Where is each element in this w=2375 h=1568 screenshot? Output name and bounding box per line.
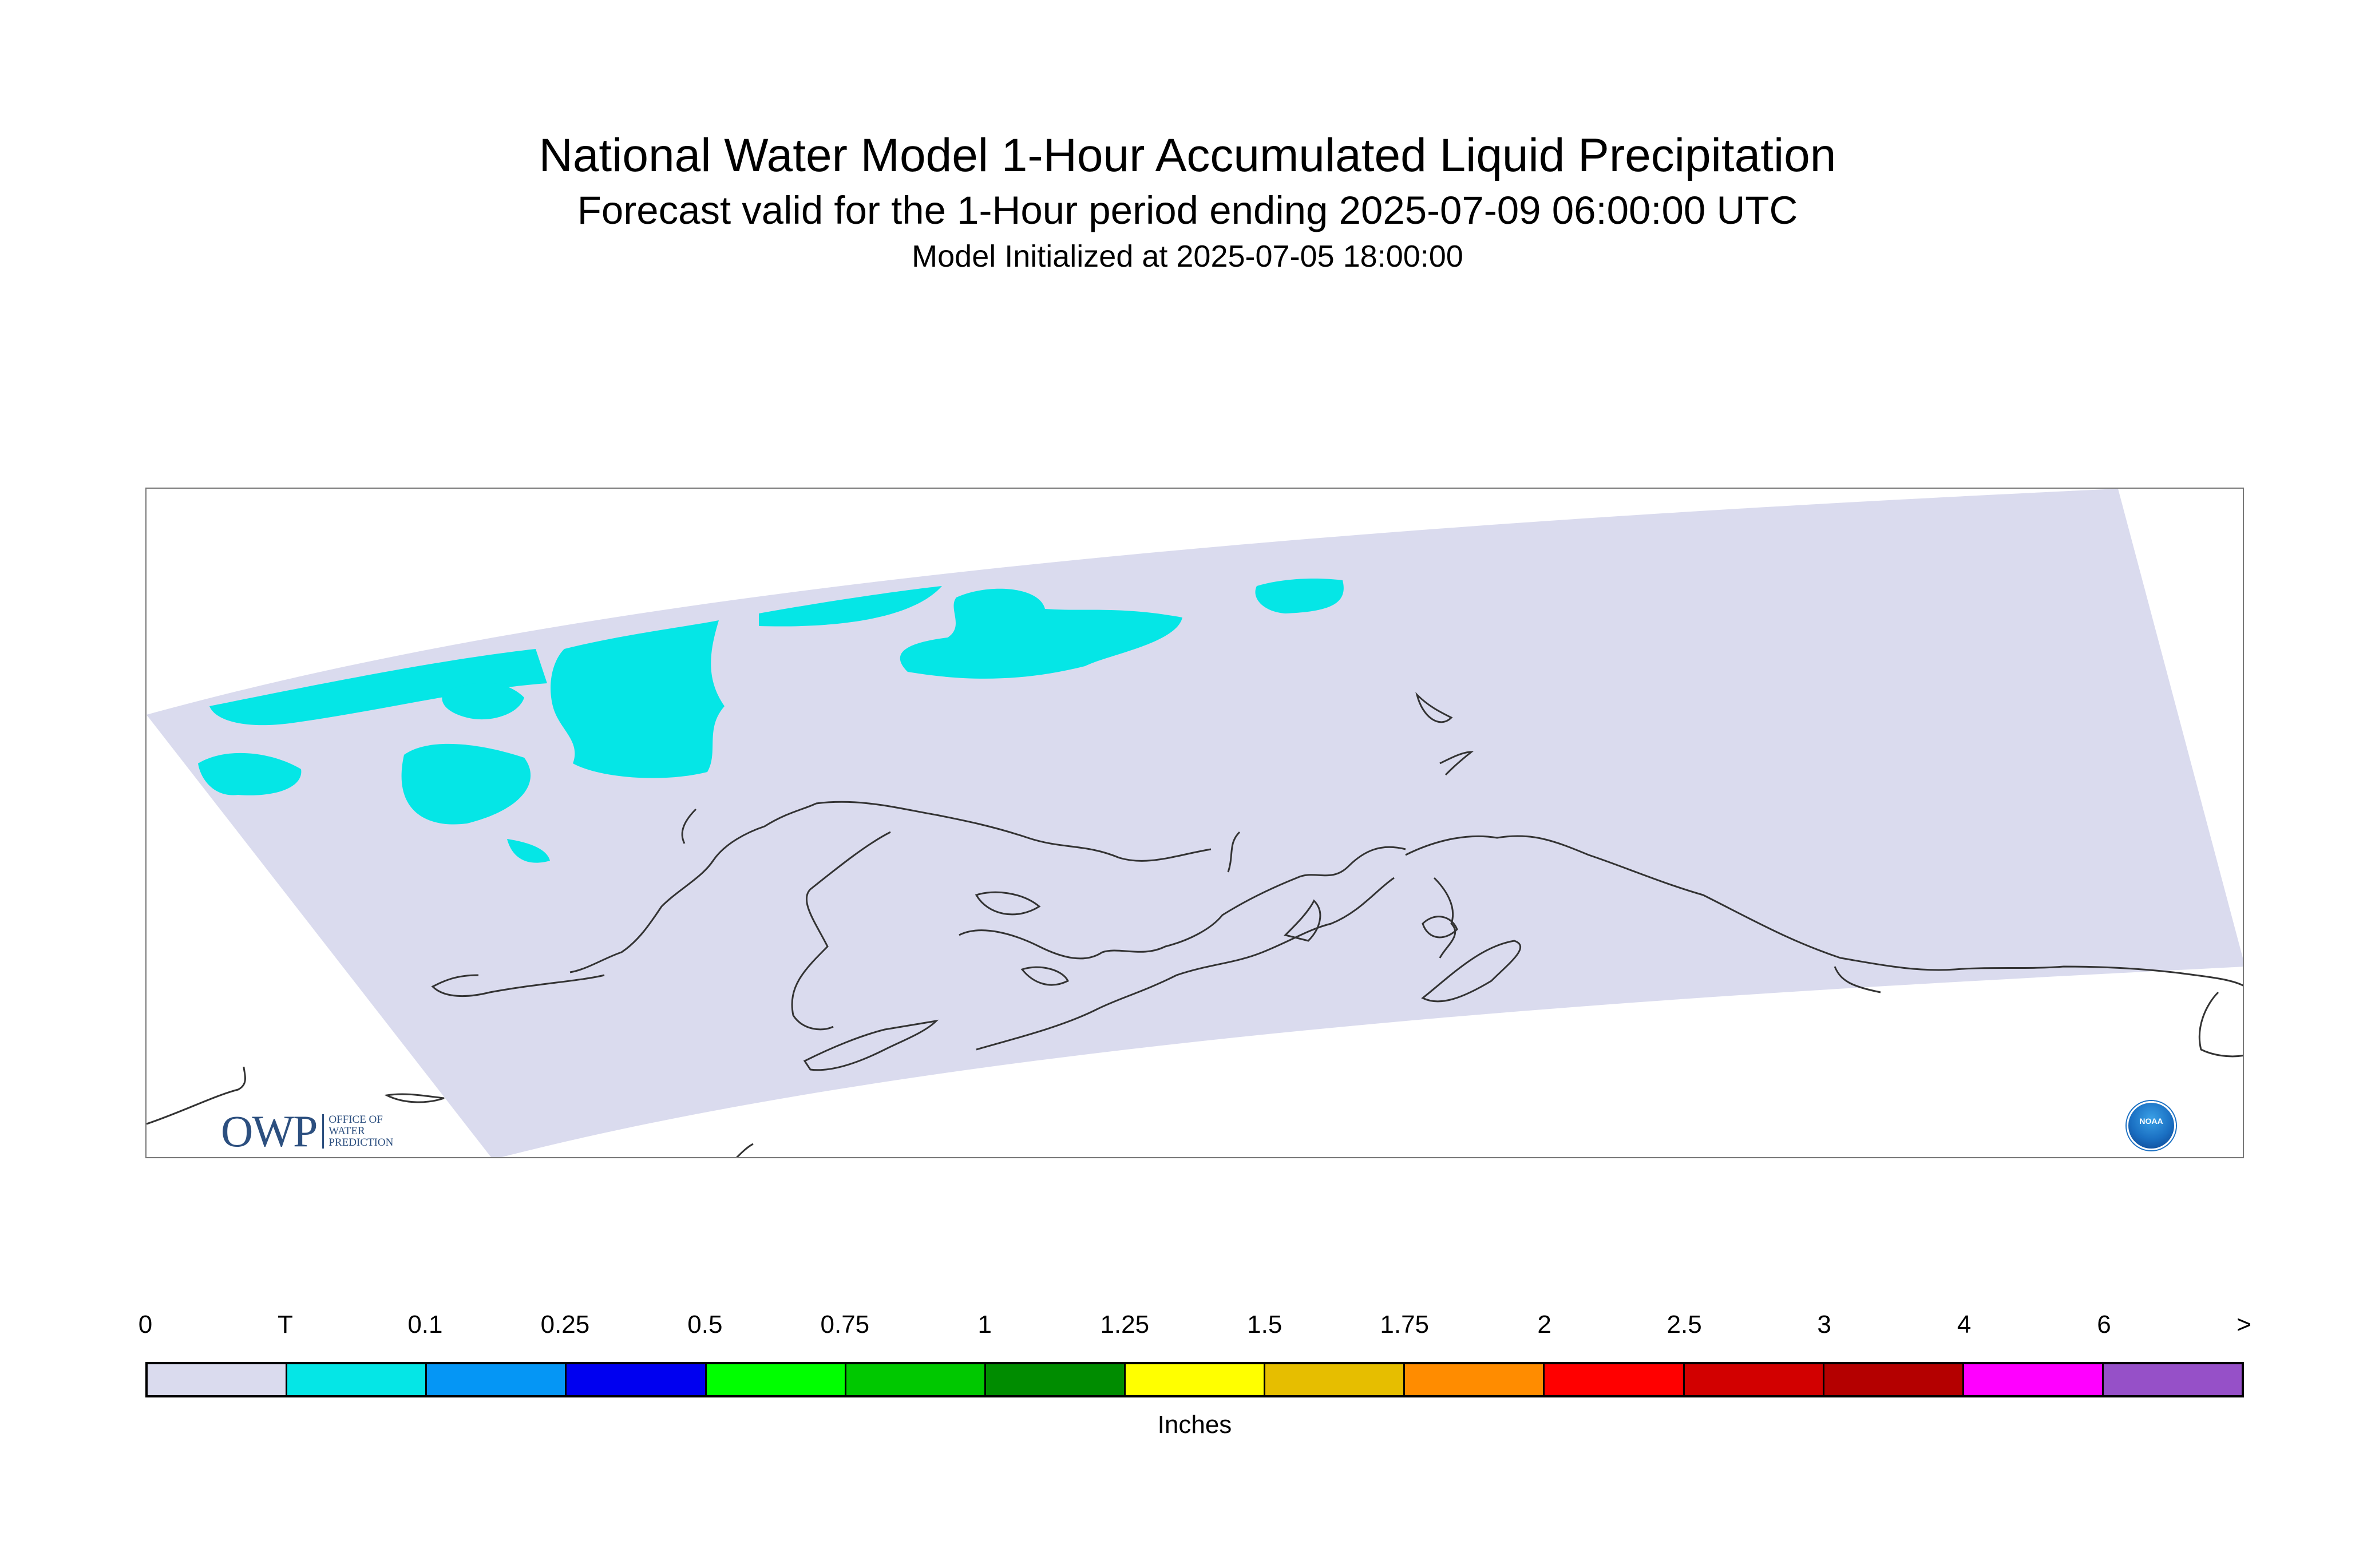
legend-tick-label: 0.5	[687, 1310, 723, 1339]
legend-swatch	[1684, 1364, 1824, 1395]
legend-tick-label: 1.75	[1380, 1310, 1430, 1339]
legend-swatch	[985, 1364, 1126, 1395]
legend-tick-label: 1.5	[1247, 1310, 1282, 1339]
map-svg	[147, 489, 2243, 1157]
legend-swatch	[846, 1364, 986, 1395]
precip-area	[551, 620, 725, 778]
legend-units: Inches	[1157, 1411, 1232, 1439]
legend-swatch	[1964, 1364, 2104, 1395]
legend-tick-label: 1.25	[1100, 1310, 1150, 1339]
owp-logo-mark: OWP	[221, 1106, 318, 1156]
legend-tick-label: 0	[138, 1310, 153, 1339]
precip-area	[1255, 579, 1344, 613]
legend-tick-label: 4	[1957, 1310, 1972, 1339]
legend-tick-label: >	[2237, 1310, 2251, 1339]
precip-area	[759, 586, 942, 627]
noaa-logo-label: NOAA	[2139, 1116, 2163, 1126]
legend-swatch	[1405, 1364, 1545, 1395]
precip-area	[900, 588, 1182, 679]
legend-swatch	[567, 1364, 707, 1395]
legend-swatch	[1265, 1364, 1406, 1395]
color-legend: 0 T 0.1 0.25 0.5 0.75 1 1.25 1.5 1.75 2 2.5 3 4 6 > Inc…	[138, 1310, 2251, 1439]
owp-logo-line1: OFFICE OF	[328, 1114, 383, 1126]
owp-logo-line2: WATER	[328, 1125, 365, 1137]
legend-tick-label: 3	[1817, 1310, 1831, 1339]
map-subtitle: Forecast valid for the 1-Hour period end…	[577, 188, 1798, 232]
legend-colorbar	[145, 1362, 2244, 1397]
legend-swatch	[706, 1364, 846, 1395]
legend-tick-label: 6	[2097, 1310, 2111, 1339]
legend-tick-label: 2	[1537, 1310, 1551, 1339]
map-title: National Water Model 1-Hour Accumulated …	[539, 129, 1836, 181]
legend-tick-label: 0.25	[540, 1310, 590, 1339]
map-panel: OWP OFFICE OF WATER PREDICTION NOAA	[145, 488, 2244, 1158]
coastlines	[147, 692, 2243, 1157]
precip-area	[401, 743, 531, 825]
legend-tick-label: 0.1	[407, 1310, 443, 1339]
precip-area	[507, 839, 550, 863]
legend-swatch	[1125, 1364, 1266, 1395]
legend-swatch	[287, 1364, 428, 1395]
legend-tick-label: 0.75	[820, 1310, 870, 1339]
owp-logo: OWP OFFICE OF WATER PREDICTION	[221, 1106, 393, 1156]
precip-area	[198, 753, 302, 795]
noaa-logo: NOAA	[2127, 1101, 2176, 1150]
precip-area	[442, 682, 524, 720]
model-init-text: Model Initialized at 2025-07-05 18:00:00	[912, 239, 1463, 274]
precip-areas	[198, 579, 1344, 863]
legend-swatch	[1545, 1364, 1685, 1395]
owp-logo-subtitle: OFFICE OF WATER PREDICTION	[322, 1114, 393, 1149]
legend-swatch	[427, 1364, 567, 1395]
legend-tick-label: 1	[977, 1310, 992, 1339]
legend-tick-label: T	[278, 1310, 293, 1339]
legend-tick-label: 2.5	[1667, 1310, 1702, 1339]
owp-logo-line3: PREDICTION	[328, 1137, 394, 1149]
precip-area	[209, 649, 547, 726]
legend-swatch	[1824, 1364, 1964, 1395]
legend-swatch	[148, 1364, 288, 1395]
legend-swatch	[2103, 1364, 2242, 1395]
legend-ticks: 0 T 0.1 0.25 0.5 0.75 1 1.25 1.5 1.75 2 2.5 3 4 6 >	[138, 1310, 2251, 1351]
